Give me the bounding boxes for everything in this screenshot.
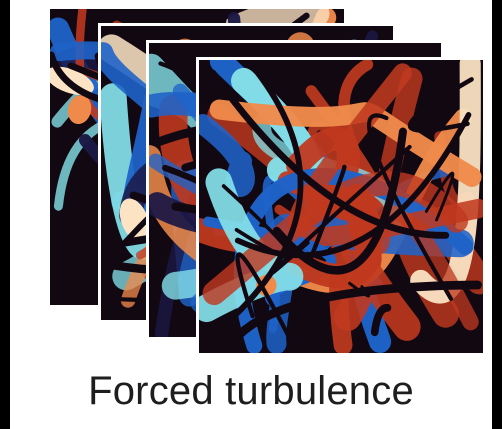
turbulence-frame-4 xyxy=(196,57,486,356)
figure-caption: Forced turbulence xyxy=(88,369,414,413)
